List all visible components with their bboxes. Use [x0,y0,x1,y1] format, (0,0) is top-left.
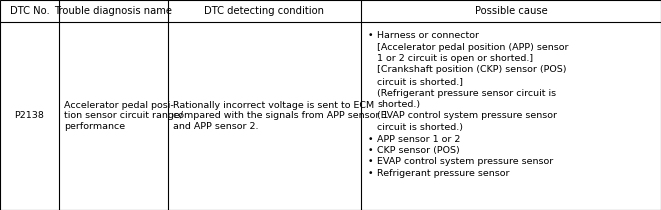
Text: Refrigerant pressure sensor: Refrigerant pressure sensor [377,169,510,178]
Text: •: • [368,146,373,155]
Text: Trouble diagnosis name: Trouble diagnosis name [54,6,173,16]
Text: [Crankshaft position (CKP) sensor (POS): [Crankshaft position (CKP) sensor (POS) [377,66,566,75]
Text: performance: performance [64,122,125,131]
Text: tion sensor circuit range/: tion sensor circuit range/ [64,112,183,121]
Text: Accelerator pedal posi-: Accelerator pedal posi- [64,101,174,110]
Text: DTC No.: DTC No. [10,6,50,16]
Text: [Accelerator pedal position (APP) sensor: [Accelerator pedal position (APP) sensor [377,42,568,51]
Text: (EVAP control system pressure sensor: (EVAP control system pressure sensor [377,112,557,121]
Text: 1 or 2 circuit is open or shorted.]: 1 or 2 circuit is open or shorted.] [377,54,533,63]
Text: APP sensor 1 or 2: APP sensor 1 or 2 [377,134,460,143]
Text: Harness or connector: Harness or connector [377,31,479,40]
Text: (Refrigerant pressure sensor circuit is: (Refrigerant pressure sensor circuit is [377,88,556,97]
Text: •: • [368,158,373,167]
Text: circuit is shorted.): circuit is shorted.) [377,123,463,132]
Text: •: • [368,31,373,40]
Text: shorted.): shorted.) [377,100,420,109]
Text: EVAP control system pressure sensor: EVAP control system pressure sensor [377,158,553,167]
Text: •: • [368,169,373,178]
Text: CKP sensor (POS): CKP sensor (POS) [377,146,460,155]
Text: DTC detecting condition: DTC detecting condition [204,6,325,16]
Text: Possible cause: Possible cause [475,6,547,16]
Text: Rationally incorrect voltage is sent to ECM: Rationally incorrect voltage is sent to … [173,101,374,110]
Text: and APP sensor 2.: and APP sensor 2. [173,122,258,131]
Text: P2138: P2138 [15,112,44,121]
Text: •: • [368,134,373,143]
Text: circuit is shorted.]: circuit is shorted.] [377,77,463,86]
Text: compared with the signals from APP sensor 1: compared with the signals from APP senso… [173,112,389,121]
